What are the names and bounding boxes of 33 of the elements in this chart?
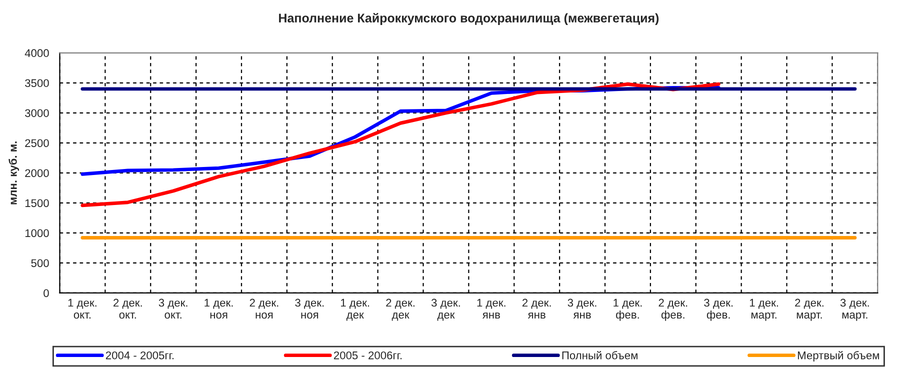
x-tick-label: 1 дек. янв [477,298,506,319]
y-tick-label: 3000 [25,109,49,118]
x-tick-label: 1 дек. фев. [614,298,642,321]
x-tick-label: 3 дек. янв [568,298,596,319]
legend-label: Мертвый объем [798,350,879,362]
legend-label: 2005 - 2006гг. [334,351,402,360]
x-tick-label: 3 дек. фев. [704,298,733,321]
x-tick-label: 2 дек. янв [522,298,551,319]
y-tick-label: 2500 [25,139,49,148]
x-tick-label: 1 дек. дек [341,298,370,321]
x-tick-label: 3 дек. ноя [295,298,324,319]
y-axis-title: млн. куб. м. [8,142,20,204]
y-tick-label: 500 [31,259,49,268]
x-tick-label: 1 дек. март. [750,298,778,321]
x-tick-label: 1 дек. окт. [68,298,96,319]
x-tick-label: 3 дек. окт. [158,298,188,319]
y-tick-label: 0 [44,289,49,298]
y-tick-label: 4000 [24,49,49,58]
legend-label: Полный объем [562,350,638,360]
y-tick-label: 3500 [25,79,49,88]
x-tick-label: 1 дек. ноя [204,298,233,319]
x-tick-label: 2 дек. март. [795,298,824,321]
x-tick-label: 2 дек. окт. [114,298,142,319]
x-tick-label: 2 дек. дек [386,298,414,321]
y-tick-label: 1500 [25,199,49,208]
x-tick-label: 3 дек. дек [431,298,460,321]
x-tick-label: 2 дек. фев. [658,298,688,321]
chart-title: Наполнение Кайроккумского водохранилища (межвегетация) [279,13,659,25]
y-tick-label: 2000 [25,169,49,178]
x-tick-label: 2 дек. ноя [250,298,278,319]
y-tick-label: 1000 [25,229,49,238]
x-tick-label: 3 дек. март. [840,298,869,321]
legend-label: 2004 - 2005гг. [106,351,174,360]
